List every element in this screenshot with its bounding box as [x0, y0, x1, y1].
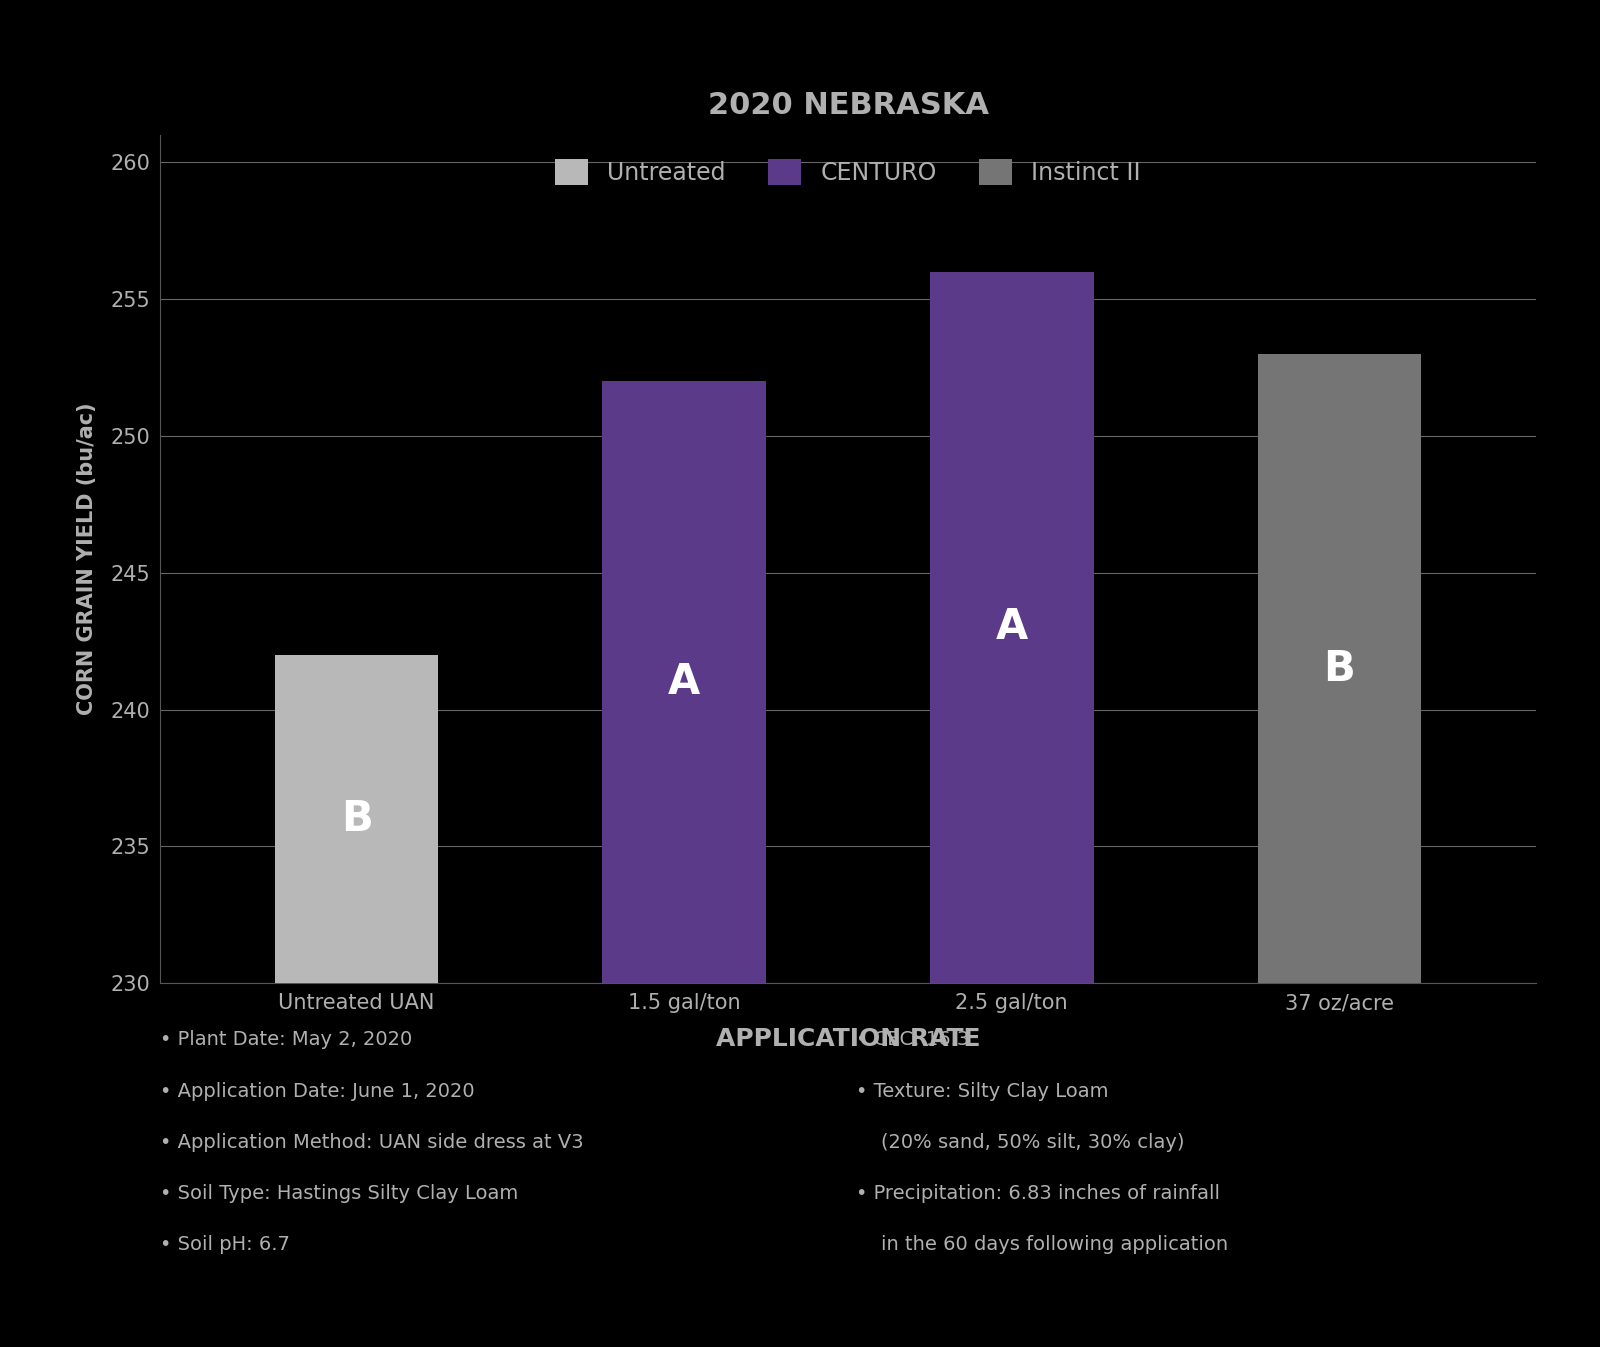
Bar [930, 272, 1094, 983]
Text: B: B [1323, 648, 1355, 690]
Bar [1258, 354, 1421, 983]
Text: • CEC: 16.3: • CEC: 16.3 [856, 1030, 970, 1049]
Text: • Soil pH: 6.7: • Soil pH: 6.7 [160, 1235, 290, 1254]
X-axis label: APPLICATION RATE: APPLICATION RATE [715, 1026, 981, 1051]
Text: • Soil Type: Hastings Silty Clay Loam: • Soil Type: Hastings Silty Clay Loam [160, 1184, 518, 1203]
Y-axis label: CORN GRAIN YIELD (bu/ac): CORN GRAIN YIELD (bu/ac) [77, 403, 96, 715]
Text: (20% sand, 50% silt, 30% clay): (20% sand, 50% silt, 30% clay) [856, 1133, 1184, 1152]
Text: A: A [669, 661, 701, 703]
Text: • Application Method: UAN side dress at V3: • Application Method: UAN side dress at … [160, 1133, 584, 1152]
Text: • Application Date: June 1, 2020: • Application Date: June 1, 2020 [160, 1082, 475, 1100]
Title: 2020 NEBRASKA: 2020 NEBRASKA [707, 90, 989, 120]
Text: • Precipitation: 6.83 inches of rainfall: • Precipitation: 6.83 inches of rainfall [856, 1184, 1221, 1203]
Text: A: A [995, 606, 1027, 648]
Bar [275, 655, 438, 983]
Legend: Untreated, CENTURO, Instinct II: Untreated, CENTURO, Instinct II [555, 159, 1141, 185]
Bar [602, 381, 766, 983]
Text: in the 60 days following application: in the 60 days following application [856, 1235, 1229, 1254]
Text: • Plant Date: May 2, 2020: • Plant Date: May 2, 2020 [160, 1030, 413, 1049]
Text: B: B [341, 797, 373, 841]
Text: • Texture: Silty Clay Loam: • Texture: Silty Clay Loam [856, 1082, 1109, 1100]
